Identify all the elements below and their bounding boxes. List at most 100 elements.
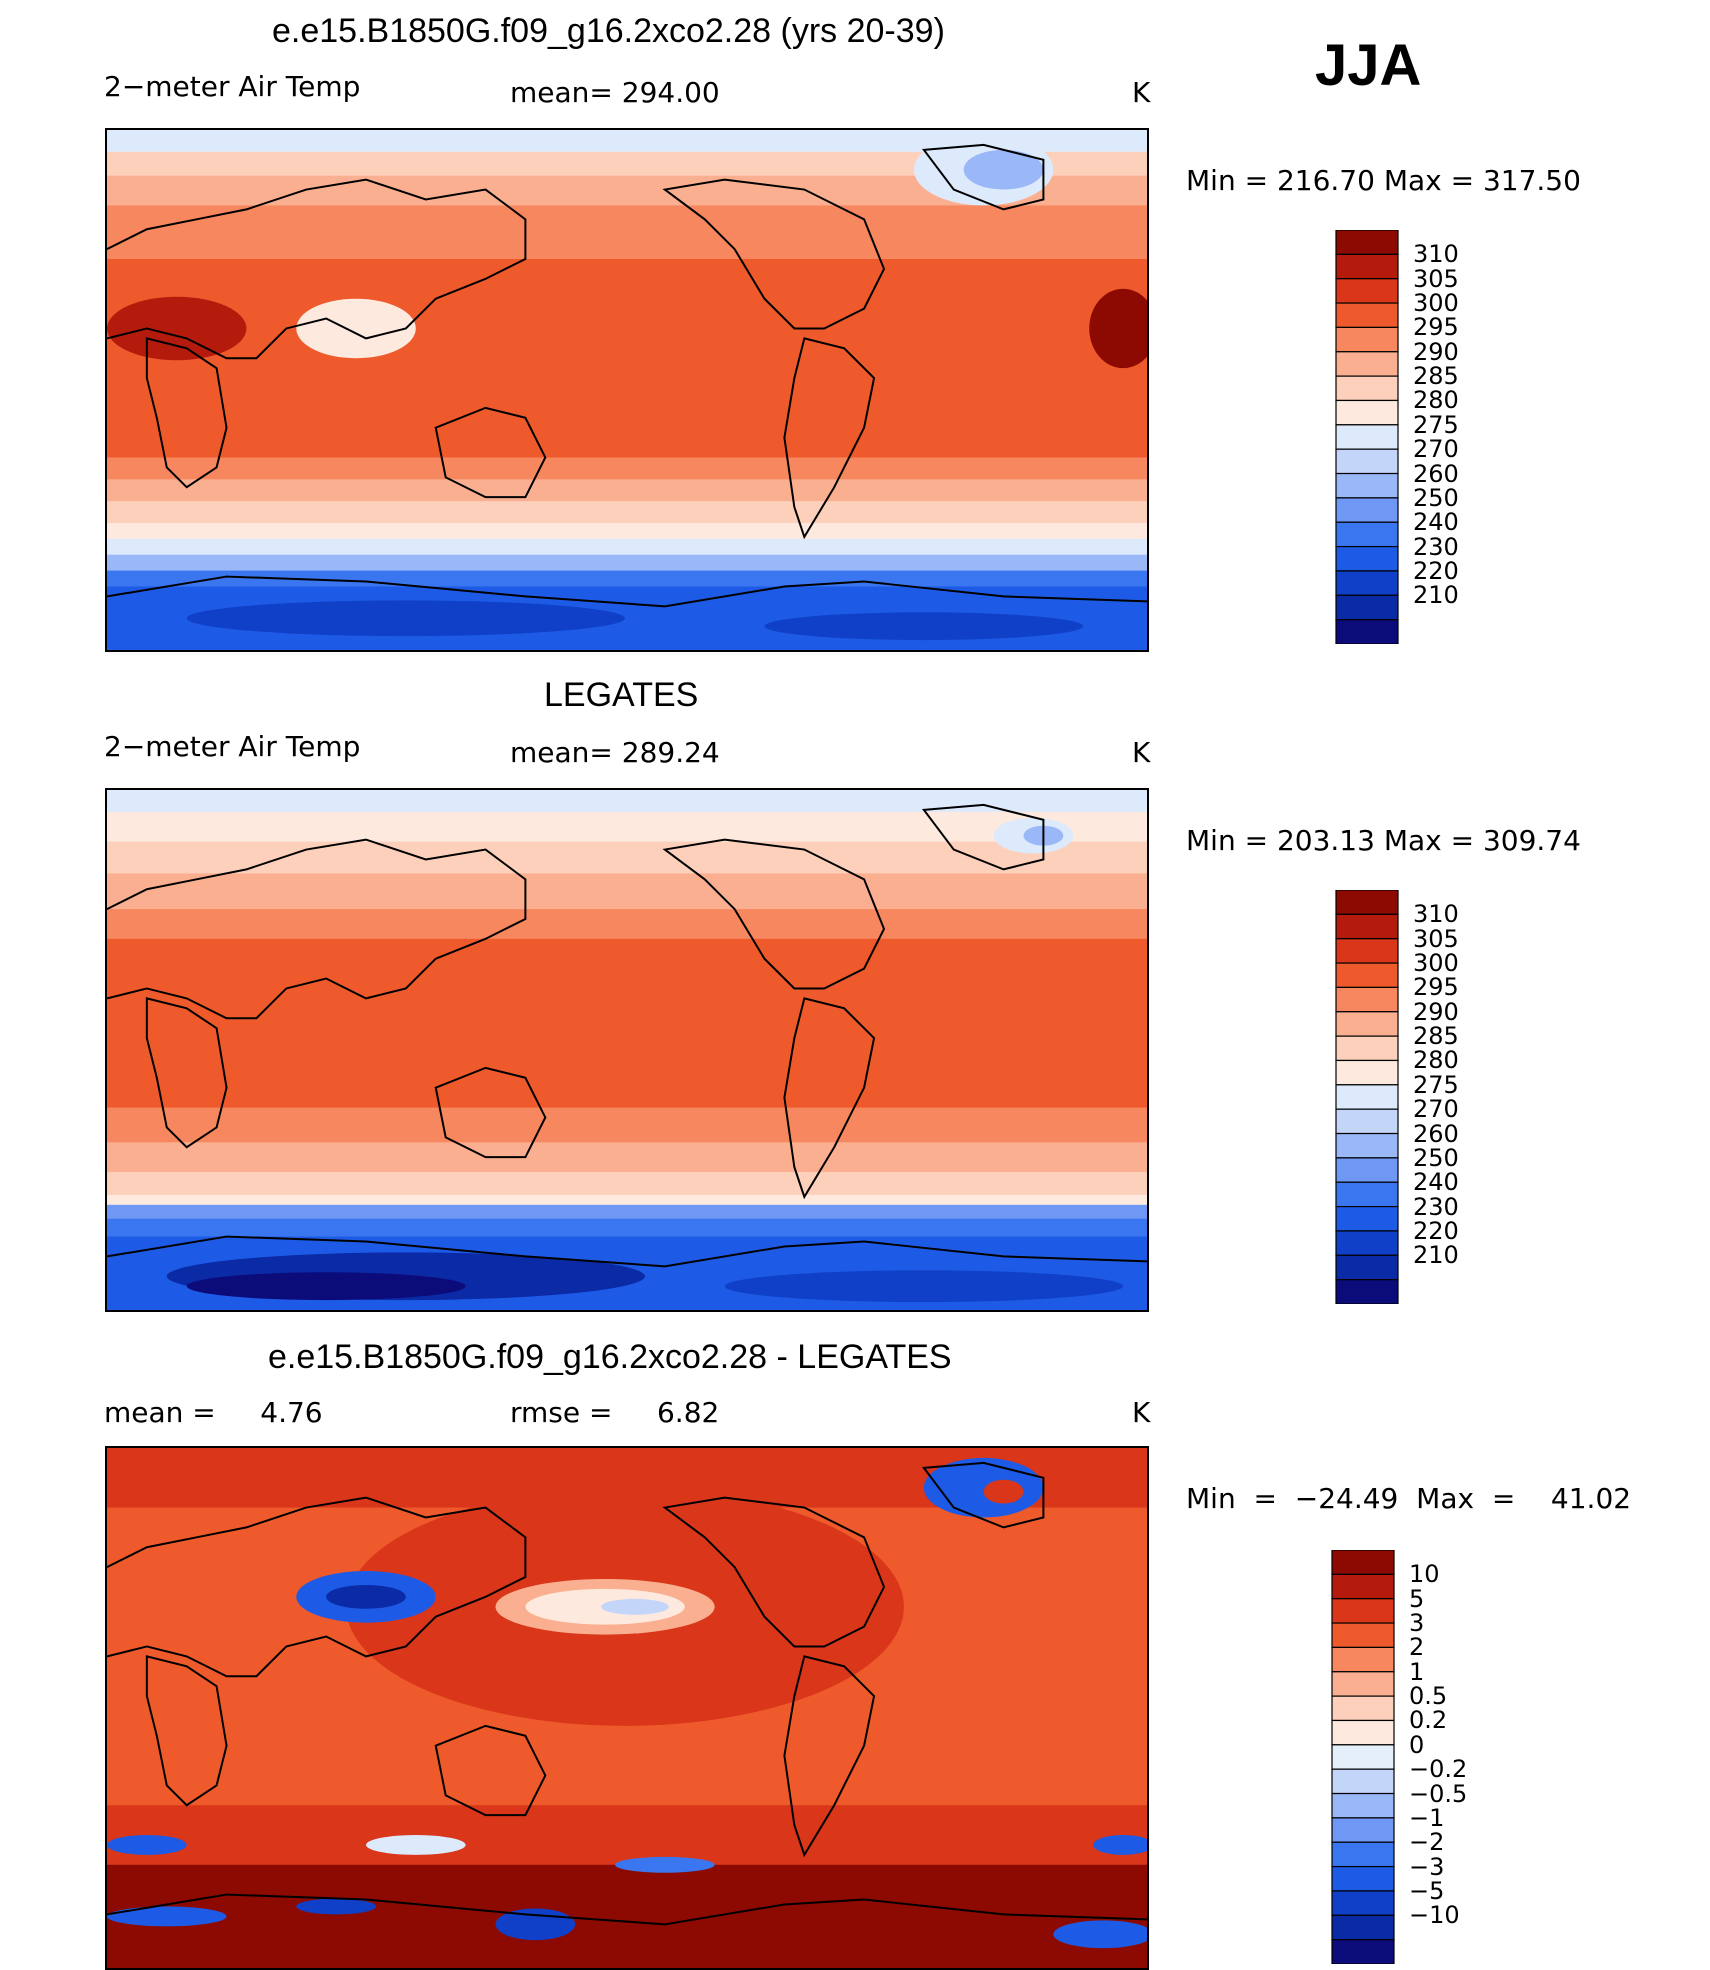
colorbar-1-label: 275 [1413,410,1459,439]
colorbar-2-swatch [1335,962,1399,989]
colorbar-2-swatch [1335,1157,1399,1183]
colorbar-2-swatch [1335,889,1399,915]
colorbar-3-swatch [1331,1549,1395,1575]
colorbar-1-swatch [1335,278,1399,304]
panel-2-title: LEGATES [544,676,699,714]
colorbar-2-swatch [1335,938,1399,964]
colorbar-1-swatch [1335,229,1399,255]
colorbar-3-swatch [1331,1573,1395,1600]
panel-3-title: e.e15.B1850G.f09_g16.2xco2.28 - LEGATES [268,1338,952,1376]
colorbar-1-label: 210 [1413,581,1459,610]
colorbar-3-label: 0.2 [1409,1706,1448,1735]
colorbar-2-swatch [1335,1084,1399,1110]
panel-3-map [105,1446,1149,1970]
colorbar-2-label: 275 [1413,1070,1459,1099]
panel-3-rmse: rmse = 6.82 [510,1396,720,1429]
colorbar-1-label: 250 [1413,483,1459,512]
colorbar-1-swatch [1335,472,1399,499]
colorbar-1-label: 270 [1413,435,1459,464]
colorbar-2-label: 300 [1413,949,1459,978]
colorbar-2-label: 295 [1413,973,1459,1002]
colorbar-1-label: 230 [1413,532,1459,561]
panel-1-colorbar-svg [1335,229,1399,645]
colorbar-2-label: 310 [1413,900,1459,929]
colorbar-2-label: 270 [1413,1095,1459,1124]
panel-3-units: K [1132,1396,1151,1429]
colorbar-2-swatch [1335,1035,1399,1062]
colorbar-1-swatch [1335,521,1399,548]
colorbar-2-label: 250 [1413,1143,1459,1172]
colorbar-3-label: −10 [1409,1901,1460,1930]
panel-1-title: e.e15.B1850G.f09_g16.2xco2.28 (yrs 20-39… [272,12,945,50]
colorbar-3-swatch [1331,1744,1395,1770]
colorbar-3-swatch [1331,1598,1395,1624]
colorbar-1-swatch [1335,253,1399,280]
colorbar-1-label: 220 [1413,556,1459,585]
colorbar-1-swatch [1335,326,1399,353]
panel-2-map [105,788,1149,1312]
colorbar-2-label: 240 [1413,1168,1459,1197]
panel-2-colorbar-svg [1335,889,1399,1305]
panel-3-minmax: Min = −24.49 Max = 41.02 [1186,1482,1632,1515]
colorbar-2-label: 290 [1413,997,1459,1026]
colorbar-3-swatch [1331,1719,1395,1746]
colorbar-2-swatch [1335,986,1399,1013]
colorbar-1-swatch [1335,351,1399,377]
colorbar-3-swatch [1331,1817,1395,1843]
colorbar-2-label: 285 [1413,1022,1459,1051]
colorbar-3-label: 2 [1409,1633,1425,1662]
colorbar-3-swatch [1331,1768,1395,1795]
colorbar-3-swatch [1331,1695,1395,1722]
colorbar-1-label: 280 [1413,386,1459,415]
colorbar-3-label: 0.5 [1409,1682,1448,1711]
colorbar-3-swatch [1331,1671,1395,1697]
colorbar-2-swatch [1335,913,1399,940]
colorbar-3-swatch [1331,1841,1395,1868]
colorbar-1-swatch [1335,399,1399,426]
panel-2-units: K [1132,736,1151,769]
colorbar-3-swatch [1331,1622,1395,1649]
panel-1-minmax: Min = 216.70 Max = 317.50 [1186,164,1581,197]
panel-3-mean: mean = 4.76 [104,1396,323,1429]
colorbar-2-swatch [1335,1132,1399,1159]
colorbar-1-swatch [1335,497,1399,523]
colorbar-3-label: −3 [1409,1852,1445,1881]
colorbar-2-label: 220 [1413,1216,1459,1245]
colorbar-3-label: −0.5 [1409,1779,1468,1808]
colorbar-1-swatch [1335,302,1399,329]
colorbar-1-label: 295 [1413,313,1459,342]
panel-1-map-svg [107,130,1147,650]
colorbar-3-swatch [1331,1914,1395,1941]
colorbar-2-swatch [1335,1279,1399,1305]
colorbar-2-swatch [1335,1059,1399,1086]
colorbar-1-swatch [1335,545,1399,572]
panel-3-colorbar [1331,1549,1395,1969]
colorbar-1-swatch [1335,570,1399,596]
panel-2-variable: 2−meter Air Temp [104,730,361,763]
colorbar-2-swatch [1335,1230,1399,1256]
colorbar-3-label: 10 [1409,1560,1440,1589]
colorbar-2-label: 230 [1413,1192,1459,1221]
colorbar-3-swatch [1331,1646,1395,1673]
colorbar-1-label: 300 [1413,289,1459,318]
colorbar-1-swatch [1335,448,1399,475]
colorbar-3-label: 1 [1409,1657,1425,1686]
colorbar-2-label: 210 [1413,1241,1459,1270]
colorbar-2-swatch [1335,1205,1399,1232]
colorbar-2-swatch [1335,1181,1399,1208]
panel-1-variable: 2−meter Air Temp [104,70,361,103]
colorbar-1-label: 290 [1413,337,1459,366]
colorbar-2-swatch [1335,1254,1399,1281]
panel-3-colorbar-svg [1331,1549,1395,1965]
colorbar-3-label: 0 [1409,1730,1425,1759]
colorbar-3-label: −1 [1409,1803,1445,1832]
colorbar-2-swatch [1335,1108,1399,1135]
colorbar-1-label: 310 [1413,240,1459,269]
colorbar-3-swatch [1331,1792,1395,1819]
panel-2-minmax: Min = 203.13 Max = 309.74 [1186,824,1581,857]
panel-1-map [105,128,1149,652]
panel-1-mean: mean= 294.00 [510,76,720,109]
colorbar-1-label: 285 [1413,362,1459,391]
colorbar-3-swatch [1331,1865,1395,1892]
colorbar-3-label: 5 [1409,1584,1425,1613]
